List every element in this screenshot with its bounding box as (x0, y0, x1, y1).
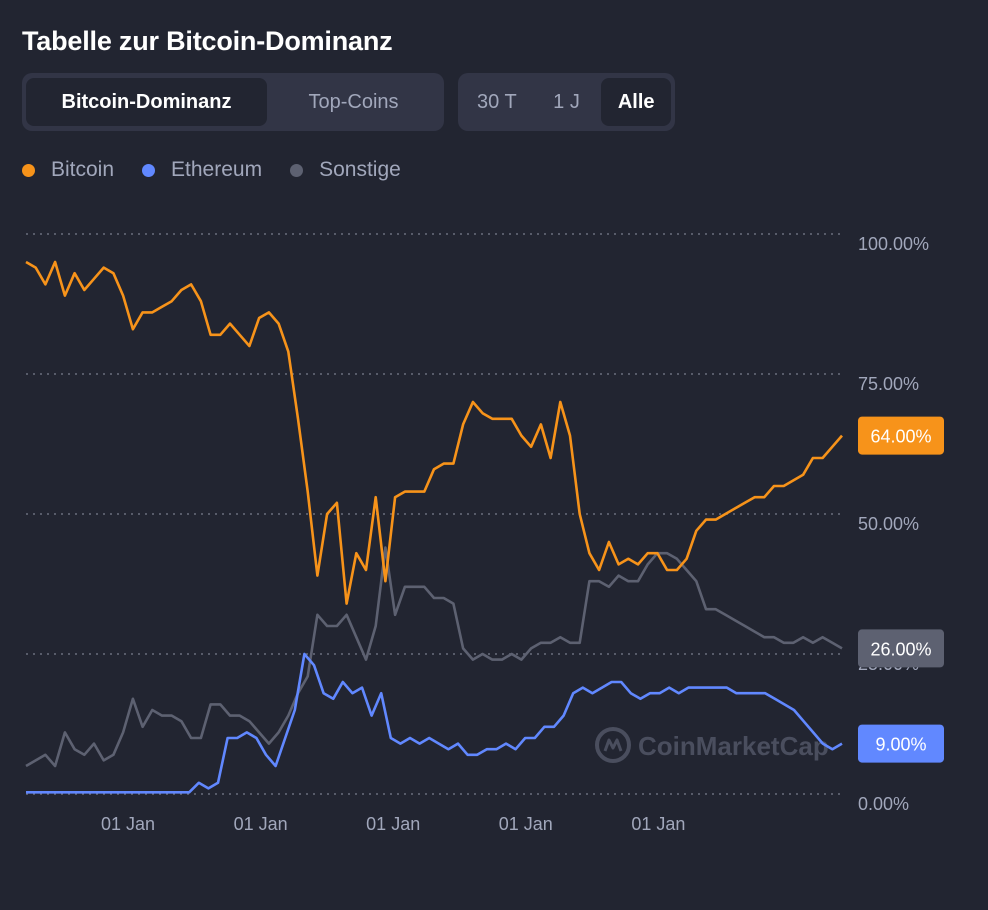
value-badge-ethereum: 9.00% (858, 724, 944, 763)
range-all-button[interactable]: Alle (601, 78, 672, 126)
value-badge-sonstige: 26.00% (858, 629, 944, 668)
badge-background (858, 724, 944, 763)
badge-background (858, 629, 944, 668)
x-tick-label: 01 Jan (499, 814, 553, 834)
badge-value: 9.00% (875, 735, 926, 755)
x-tick-label: 01 Jan (366, 814, 420, 834)
page-title: Tabelle zur Bitcoin-Dominanz (22, 26, 393, 56)
x-tick-label: 01 Jan (234, 814, 288, 834)
legend-label-bitcoin: Bitcoin (51, 158, 115, 181)
ethereum-legend-dot (142, 163, 156, 177)
y-tick-label: 100.00% (858, 234, 929, 254)
watermark: CoinMarketCap (595, 727, 829, 763)
value-badge-bitcoin: 64.00% (858, 416, 944, 455)
tab-bitcoin-dominance[interactable]: Bitcoin-Dominanz (26, 78, 267, 126)
y-axis: 100.00%75.00%50.00%25.00%0.00% (858, 234, 929, 814)
badge-value: 64.00% (870, 427, 931, 447)
series-line-bitcoin (25, 260, 843, 605)
others-legend-dot (290, 163, 304, 177)
series-line-sonstige (25, 546, 843, 768)
legend-item-ethereum[interactable]: Ethereum (142, 158, 262, 182)
chart-series (25, 260, 843, 794)
badge-value: 26.00% (870, 639, 931, 659)
value-badges: 64.00% 9.00% 26.00% (858, 416, 944, 763)
coinmarketcap-logo-icon (595, 727, 631, 763)
badge-background (858, 416, 944, 455)
series-line-ethereum (26, 652, 843, 794)
chart-grid (26, 233, 842, 795)
legend-item-others[interactable]: Sonstige (290, 158, 401, 182)
legend-label-ethereum: Ethereum (171, 158, 263, 181)
x-axis: 01 Jan 01 Jan 01 Jan 01 Jan 01 Jan (101, 814, 685, 834)
bitcoin-legend-dot (22, 163, 35, 177)
y-tick-label: 0.00% (858, 794, 909, 814)
legend-label-others: Sonstige (319, 158, 401, 181)
range-30d-button[interactable]: 30 T (477, 90, 517, 113)
view-tab-group: Bitcoin-Dominanz Top-Coins (22, 73, 444, 131)
chart-legend: Bitcoin Ethereum Sonstige (22, 158, 429, 182)
tab-top-coins[interactable]: Top-Coins (308, 90, 399, 113)
x-tick-label: 01 Jan (101, 814, 155, 834)
time-range-group: 30 T 1 J Alle (458, 73, 675, 131)
x-tick-label: 01 Jan (631, 814, 685, 834)
y-tick-label: 75.00% (858, 374, 919, 394)
watermark-text: CoinMarketCap (638, 731, 829, 761)
legend-item-bitcoin[interactable]: Bitcoin (22, 158, 114, 182)
range-1y-button[interactable]: 1 J (553, 90, 580, 113)
y-tick-label: 50.00% (858, 514, 919, 534)
coinmarketcap-logo-mark (603, 738, 623, 752)
